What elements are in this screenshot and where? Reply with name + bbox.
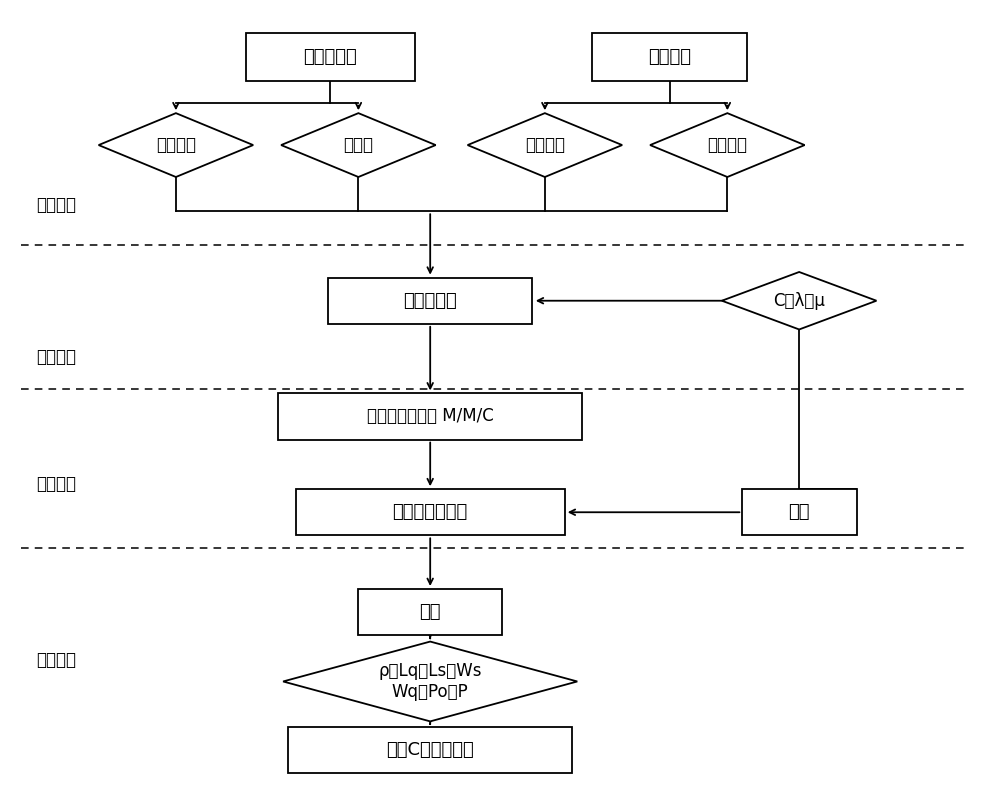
Polygon shape xyxy=(650,113,805,177)
Text: 工作强度: 工作强度 xyxy=(525,136,565,154)
Text: C、λ、μ: C、λ、μ xyxy=(773,292,825,310)
Polygon shape xyxy=(468,113,622,177)
Bar xyxy=(278,393,582,440)
Bar xyxy=(288,727,572,773)
Polygon shape xyxy=(283,642,577,722)
Text: 排队论分析模型: 排队论分析模型 xyxy=(393,503,468,521)
Bar xyxy=(246,34,415,81)
Text: 问卷调查: 问卷调查 xyxy=(648,48,691,66)
Polygon shape xyxy=(99,113,253,177)
Text: 建立排队论模型 M/M/C: 建立排队论模型 M/M/C xyxy=(367,408,494,425)
Text: 就诊量: 就诊量 xyxy=(343,136,373,154)
Text: ρ、Lq、Ls、Ws
Wq、Po、P: ρ、Lq、Ls、Ws Wq、Po、P xyxy=(378,662,482,701)
Text: 步骤三：: 步骤三： xyxy=(36,475,76,493)
Bar xyxy=(296,489,565,535)
Text: 输入: 输入 xyxy=(788,503,810,521)
Text: 工时测定法: 工时测定法 xyxy=(403,292,457,310)
Text: 步骤一：: 步骤一： xyxy=(36,196,76,214)
Text: 工作时间: 工作时间 xyxy=(156,136,196,154)
Text: 获得C的合理数量: 获得C的合理数量 xyxy=(386,741,474,759)
Text: 步骤四：: 步骤四： xyxy=(36,651,76,669)
Polygon shape xyxy=(722,272,876,329)
Bar xyxy=(328,278,532,324)
Text: 统计工作量: 统计工作量 xyxy=(304,48,357,66)
Bar xyxy=(742,489,857,535)
Text: 等待时间: 等待时间 xyxy=(707,136,747,154)
Bar xyxy=(358,589,502,635)
Bar xyxy=(592,34,747,81)
Polygon shape xyxy=(281,113,436,177)
Text: 输出: 输出 xyxy=(419,603,441,621)
Text: 步骤二：: 步骤二： xyxy=(36,348,76,365)
